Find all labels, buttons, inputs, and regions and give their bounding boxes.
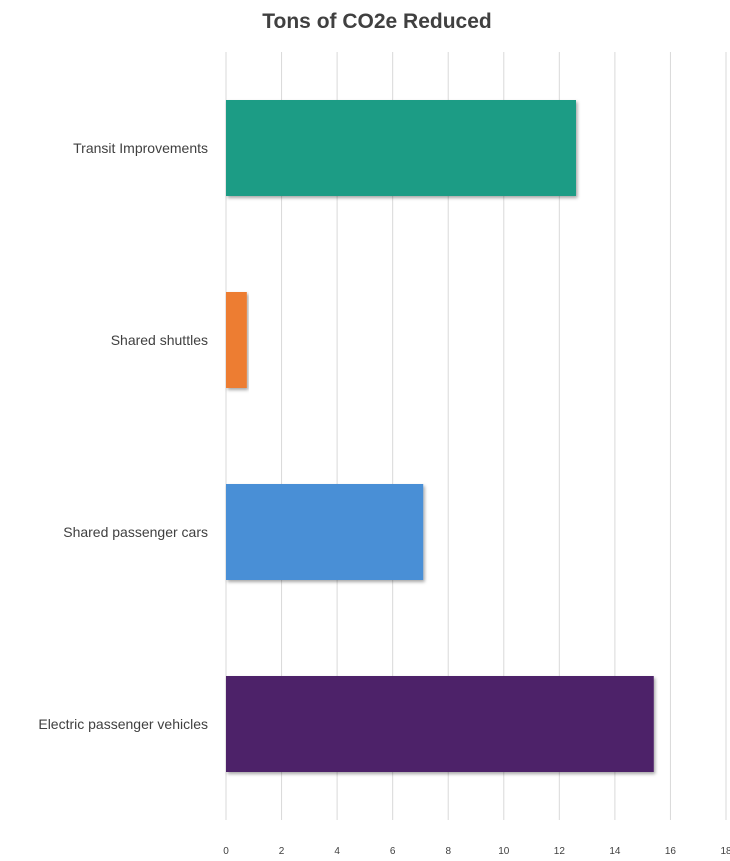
x-tick-label: 0 [223, 846, 229, 857]
x-tick-label: 6 [390, 846, 396, 857]
bar [226, 292, 247, 388]
x-tick-label: 8 [445, 846, 451, 857]
bars [226, 100, 654, 772]
x-tick-label: 4 [334, 846, 340, 857]
category-label: Shared shuttles [111, 332, 208, 348]
bar [226, 100, 576, 196]
category-label: Shared passenger cars [63, 524, 208, 540]
x-tick-label: 18 [720, 846, 730, 857]
category-label: Transit Improvements [73, 140, 208, 156]
category-label: Electric passenger vehicles [38, 716, 208, 732]
x-tick-label: 14 [609, 846, 621, 857]
bar [226, 676, 654, 772]
x-tick-label: 2 [279, 846, 285, 857]
chart-title: Tons of CO2e Reduced [262, 10, 491, 33]
x-tick-label: 16 [665, 846, 677, 857]
x-tick-label: 12 [554, 846, 566, 857]
x-tick-label: 10 [498, 846, 510, 857]
bar [226, 484, 424, 580]
category-labels: Transit Improvements Shared shuttles Share… [38, 140, 208, 732]
x-axis-tick-labels: 0 2 4 6 8 10 12 14 16 18 [223, 846, 730, 857]
